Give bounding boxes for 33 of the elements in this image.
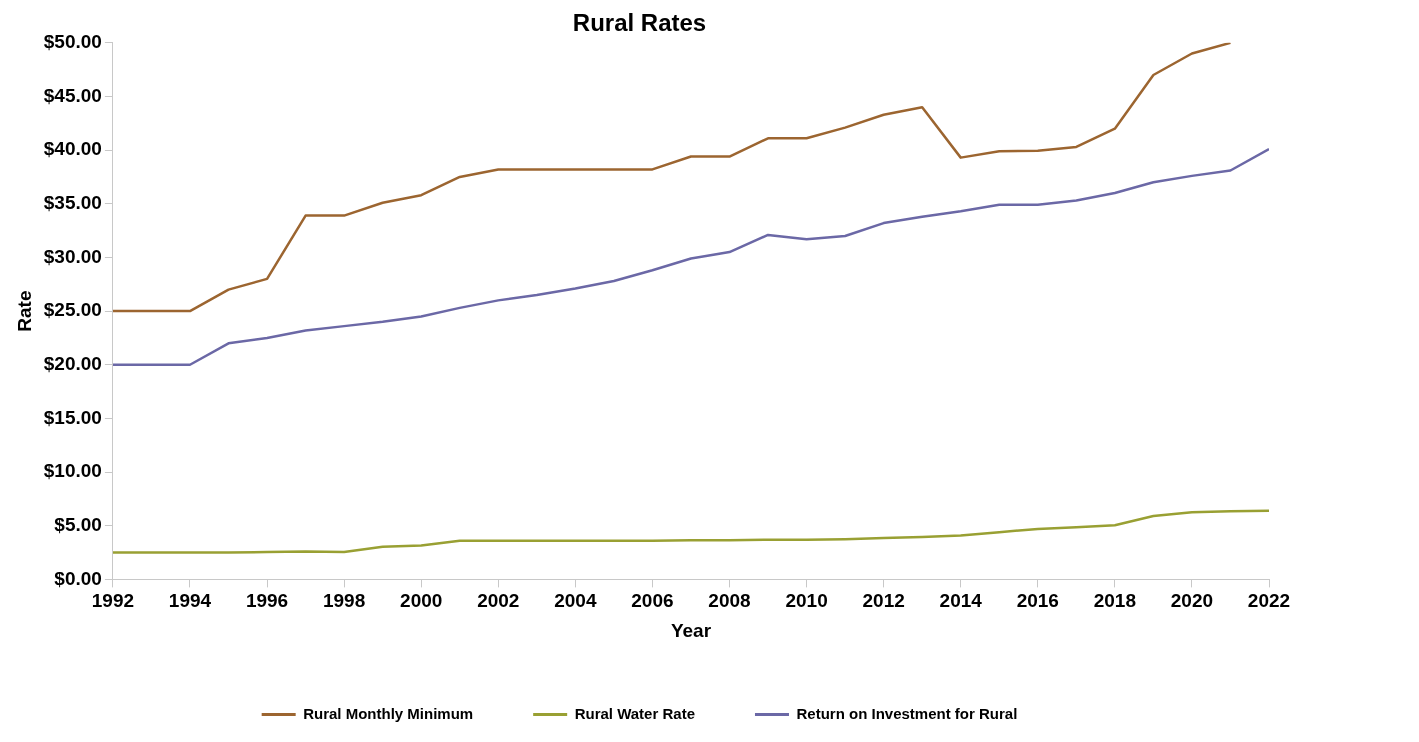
x-tick-label: 1994 [168, 590, 212, 612]
x-tick-label: 2008 [708, 590, 751, 612]
x-tick-label: 1996 [245, 590, 289, 612]
x-tick-label: 2014 [939, 590, 983, 612]
x-tick-label: 2000 [400, 590, 443, 612]
x-tick-label: 2018 [1093, 590, 1136, 612]
y-tick-label: $25.00 [43, 299, 102, 321]
x-tick-label: 1998 [322, 590, 366, 612]
y-axis-title: Rate [13, 290, 35, 332]
x-tick-label: 2012 [862, 590, 905, 612]
y-tick-label: $20.00 [43, 352, 102, 374]
legend-label: Rural Monthly Minimum [303, 704, 474, 722]
legend-label: Rural Water Rate [574, 704, 695, 722]
x-tick-label: 2020 [1170, 590, 1214, 612]
y-tick-label: $5.00 [54, 513, 102, 535]
y-tick-label: $15.00 [43, 406, 102, 428]
y-tick-label: $50.00 [43, 31, 102, 53]
x-tick-label: 2022 [1247, 590, 1291, 612]
chart-title: Rural Rates [572, 9, 707, 37]
x-tick-label: 2010 [785, 590, 828, 612]
y-tick-label: $10.00 [43, 460, 102, 482]
x-tick-label: 2006 [631, 590, 674, 612]
y-tick-label: $45.00 [43, 84, 102, 106]
x-tick-label: 2016 [1016, 590, 1059, 612]
y-tick-label: $0.00 [54, 567, 102, 589]
y-tick-label: $35.00 [43, 192, 102, 214]
y-tick-label: $40.00 [43, 138, 102, 160]
x-tick-label: 2002 [477, 590, 520, 612]
x-axis-title: Year [670, 619, 712, 641]
x-tick-label: 1992 [91, 590, 135, 612]
legend-label: Return on Investment for Rural [796, 704, 1018, 722]
x-tick-label: 2004 [554, 590, 597, 612]
y-tick-label: $30.00 [43, 245, 102, 267]
